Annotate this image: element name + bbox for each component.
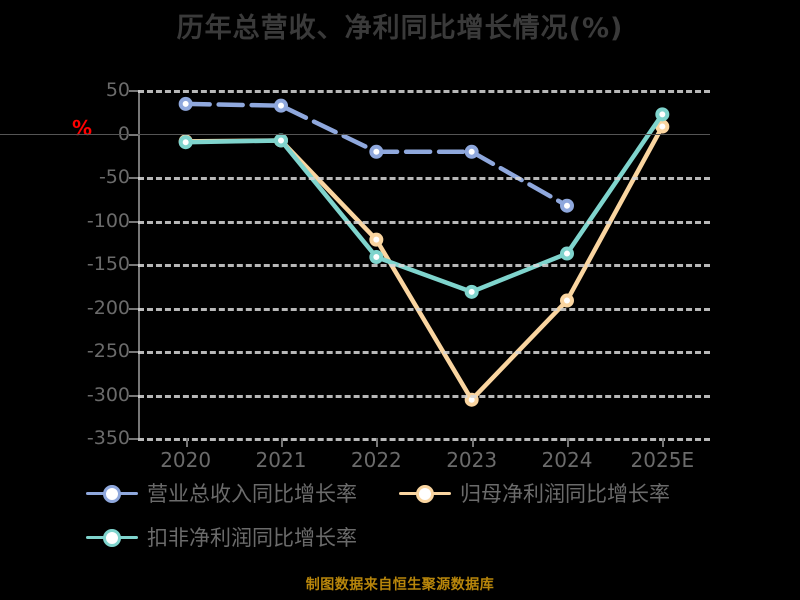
data-point-marker[interactable] xyxy=(560,293,574,308)
y-axis-tick-mark xyxy=(129,351,138,353)
data-point-marker[interactable] xyxy=(655,119,670,134)
y-axis-tick-label: -200 xyxy=(86,296,130,319)
data-point-marker[interactable] xyxy=(178,96,193,111)
x-axis-tick-label: 2022 xyxy=(350,448,402,472)
y-axis-tick-label: -350 xyxy=(86,427,130,449)
y-axis-tick-mark xyxy=(129,438,138,440)
x-axis-tick-mark xyxy=(185,438,188,447)
x-axis-tick-label: 2023 xyxy=(446,448,498,472)
y-axis-tick-mark xyxy=(129,90,138,92)
x-axis-tick-mark xyxy=(567,438,569,447)
y-axis-tick-mark xyxy=(129,394,138,397)
data-point-marker[interactable] xyxy=(655,107,670,122)
chart-title: 历年总营收、净利同比增长情况(%) xyxy=(176,13,624,44)
x-axis-tick-label: 2021 xyxy=(255,448,307,472)
plot-area xyxy=(0,90,710,441)
y-axis-tick-label: -100 xyxy=(86,209,130,232)
gridline xyxy=(138,438,710,441)
gridline xyxy=(138,177,710,180)
gridline xyxy=(138,264,710,267)
x-axis-tick-mark xyxy=(281,438,283,447)
chart-legend: 营业总收入同比增长率 归母净利润同比增长率扣非净利润同比增长率 xyxy=(86,478,786,566)
y-axis-tick-label: -300 xyxy=(86,383,130,406)
legend-item[interactable]: 归母净利润同比增长率 xyxy=(399,478,670,508)
x-axis-tick-mark xyxy=(471,438,474,447)
x-axis-tick-label: 2025E xyxy=(630,448,695,472)
legend-item[interactable]: 营业总收入同比增长率 xyxy=(86,478,357,508)
legend-item[interactable]: 扣非净利润同比增长率 xyxy=(86,522,357,552)
gridline xyxy=(138,394,710,398)
data-point-marker[interactable] xyxy=(464,284,479,299)
y-axis-tick-label: -250 xyxy=(86,340,130,362)
data-point-marker[interactable] xyxy=(560,198,574,213)
legend-marker-icon xyxy=(86,482,138,504)
x-axis-tick-label: 2020 xyxy=(160,448,212,472)
data-point-marker[interactable] xyxy=(274,133,288,148)
gridline xyxy=(138,220,710,224)
x-axis-tick-mark xyxy=(662,438,665,447)
data-point-marker[interactable] xyxy=(560,246,574,261)
legend-marker-icon xyxy=(86,526,138,548)
y-axis-tick-label: -150 xyxy=(86,253,130,275)
y-axis-tick-label: 50 xyxy=(105,79,130,101)
footer-source-note: 制图数据来自恒生聚源数据库 xyxy=(305,577,495,593)
data-point-marker[interactable] xyxy=(178,135,193,150)
y-axis-tick-mark xyxy=(129,220,138,223)
y-axis-tick-mark xyxy=(129,133,138,136)
zero-line xyxy=(0,133,710,135)
x-axis-tick-label: 2024 xyxy=(541,448,593,472)
y-axis-tick-labels: 50 0 -50 -100 -150 -200 -250 -300 -350 xyxy=(58,79,130,449)
data-point-marker[interactable] xyxy=(464,144,479,159)
y-axis-tick-label: -50 xyxy=(98,166,130,188)
y-axis-tick-mark xyxy=(129,264,138,266)
series-line xyxy=(183,112,665,295)
series-lines xyxy=(178,96,670,407)
legend-label: 归母净利润同比增长率 xyxy=(460,482,670,506)
data-point-marker[interactable] xyxy=(369,250,384,265)
y-axis-tick-mark xyxy=(129,177,138,179)
gridline xyxy=(138,351,710,354)
data-point-marker[interactable] xyxy=(274,98,288,113)
data-point-marker[interactable] xyxy=(369,144,384,159)
legend-row: 扣非净利润同比增长率 xyxy=(86,522,786,552)
data-point-marker[interactable] xyxy=(369,232,384,247)
gridline xyxy=(138,90,710,93)
y-axis-tick-mark xyxy=(129,307,138,310)
gridline xyxy=(138,307,710,311)
legend-label: 扣非净利润同比增长率 xyxy=(147,526,357,550)
x-axis-tick-mark xyxy=(376,438,379,447)
legend-label: 营业总收入同比增长率 xyxy=(147,482,357,506)
legend-marker-icon xyxy=(399,482,451,504)
legend-row: 营业总收入同比增长率 归母净利润同比增长率 xyxy=(86,478,786,508)
